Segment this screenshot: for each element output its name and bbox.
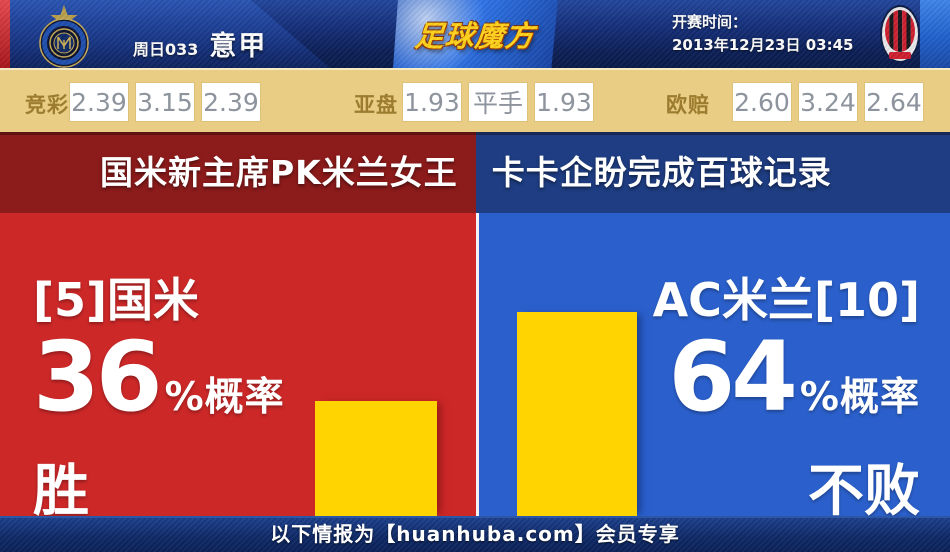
odds-bar: 竞彩 2.39 3.15 2.39 亚盘 1.93 平手 1.93 欧赔 2.6…	[0, 68, 950, 132]
round-label: 周日033	[133, 40, 199, 59]
football-cube-logo: 足球魔方	[414, 19, 537, 53]
away-percent-line: 64 %概率	[653, 329, 920, 453]
away-team-block: AC米兰[10] 64 %概率 不败	[653, 273, 920, 523]
odds-value-box: 2.60	[733, 83, 791, 121]
odds-group-jingcai: 2.39 3.15 2.39	[70, 83, 260, 121]
away-outcome-label: 不败	[808, 459, 920, 524]
kickoff-time-block: 开赛时间： 2013年12月23日 03:45	[672, 11, 853, 57]
away-color-stripe	[920, 0, 950, 68]
odds-label-jingcai: 竞彩	[25, 93, 69, 117]
ac-milan-badge-icon	[880, 5, 920, 63]
away-probability-bar	[517, 312, 637, 516]
odds-value-box: 平手	[469, 83, 527, 121]
kickoff-label: 开赛时间：	[672, 13, 748, 31]
headline-band-home-half	[0, 132, 476, 213]
home-percent-value: 36	[33, 321, 163, 433]
headline-band-away-half	[476, 132, 950, 213]
odds-value-box: 2.39	[70, 83, 128, 121]
home-outcome-label: 胜	[33, 459, 89, 524]
home-probability-bar	[315, 401, 437, 516]
away-team-name: AC米兰[10]	[652, 273, 920, 327]
odds-group-oupei: 2.60 3.24 2.64	[733, 83, 923, 121]
prediction-chart: [5]国米 36 %概率 胜 AC米兰[10] 64 %概率 不败	[0, 213, 950, 523]
panel-divider	[476, 213, 479, 516]
odds-label-oupei: 欧赔	[666, 93, 710, 117]
away-percent-suffix: %概率	[799, 375, 920, 420]
inter-milan-badge-icon	[39, 5, 89, 68]
home-team-block: [5]国米 36 %概率 胜	[33, 273, 285, 523]
brand-logo-panel: 足球魔方	[393, 0, 558, 68]
odds-group-yapan: 1.93 平手 1.93	[403, 83, 593, 121]
match-info: 周日033 意甲	[133, 0, 267, 68]
home-percent-suffix: %概率	[164, 375, 285, 420]
home-color-stripe	[0, 0, 10, 68]
league-label: 意甲	[209, 31, 268, 62]
odds-value-box: 3.24	[799, 83, 857, 121]
odds-value-box: 1.93	[535, 83, 593, 121]
headline-band: 国米新主席PK米兰女王 卡卡企盼完成百球记录	[0, 132, 950, 213]
away-percent-value: 64	[668, 321, 798, 433]
member-notice: 以下情报为【huanhuba.com】会员专享	[270, 522, 680, 546]
home-percent-line: 36 %概率	[33, 329, 285, 453]
footer-bar: 以下情报为【huanhuba.com】会员专享	[0, 516, 950, 552]
home-team-name: [5]国米	[33, 273, 200, 327]
odds-value-box: 3.15	[136, 83, 194, 121]
odds-value-box: 2.64	[865, 83, 923, 121]
odds-value-box: 1.93	[403, 83, 461, 121]
odds-label-yapan: 亚盘	[354, 93, 398, 117]
kickoff-datetime: 2013年12月23日 03:45	[672, 36, 854, 54]
odds-value-box: 2.39	[202, 83, 260, 121]
headline: 国米新主席PK米兰女王 卡卡企盼完成百球记录	[100, 153, 832, 192]
header-bar: 周日033 意甲 足球魔方 开赛时间： 2013年12月23日 03:45	[0, 0, 950, 68]
